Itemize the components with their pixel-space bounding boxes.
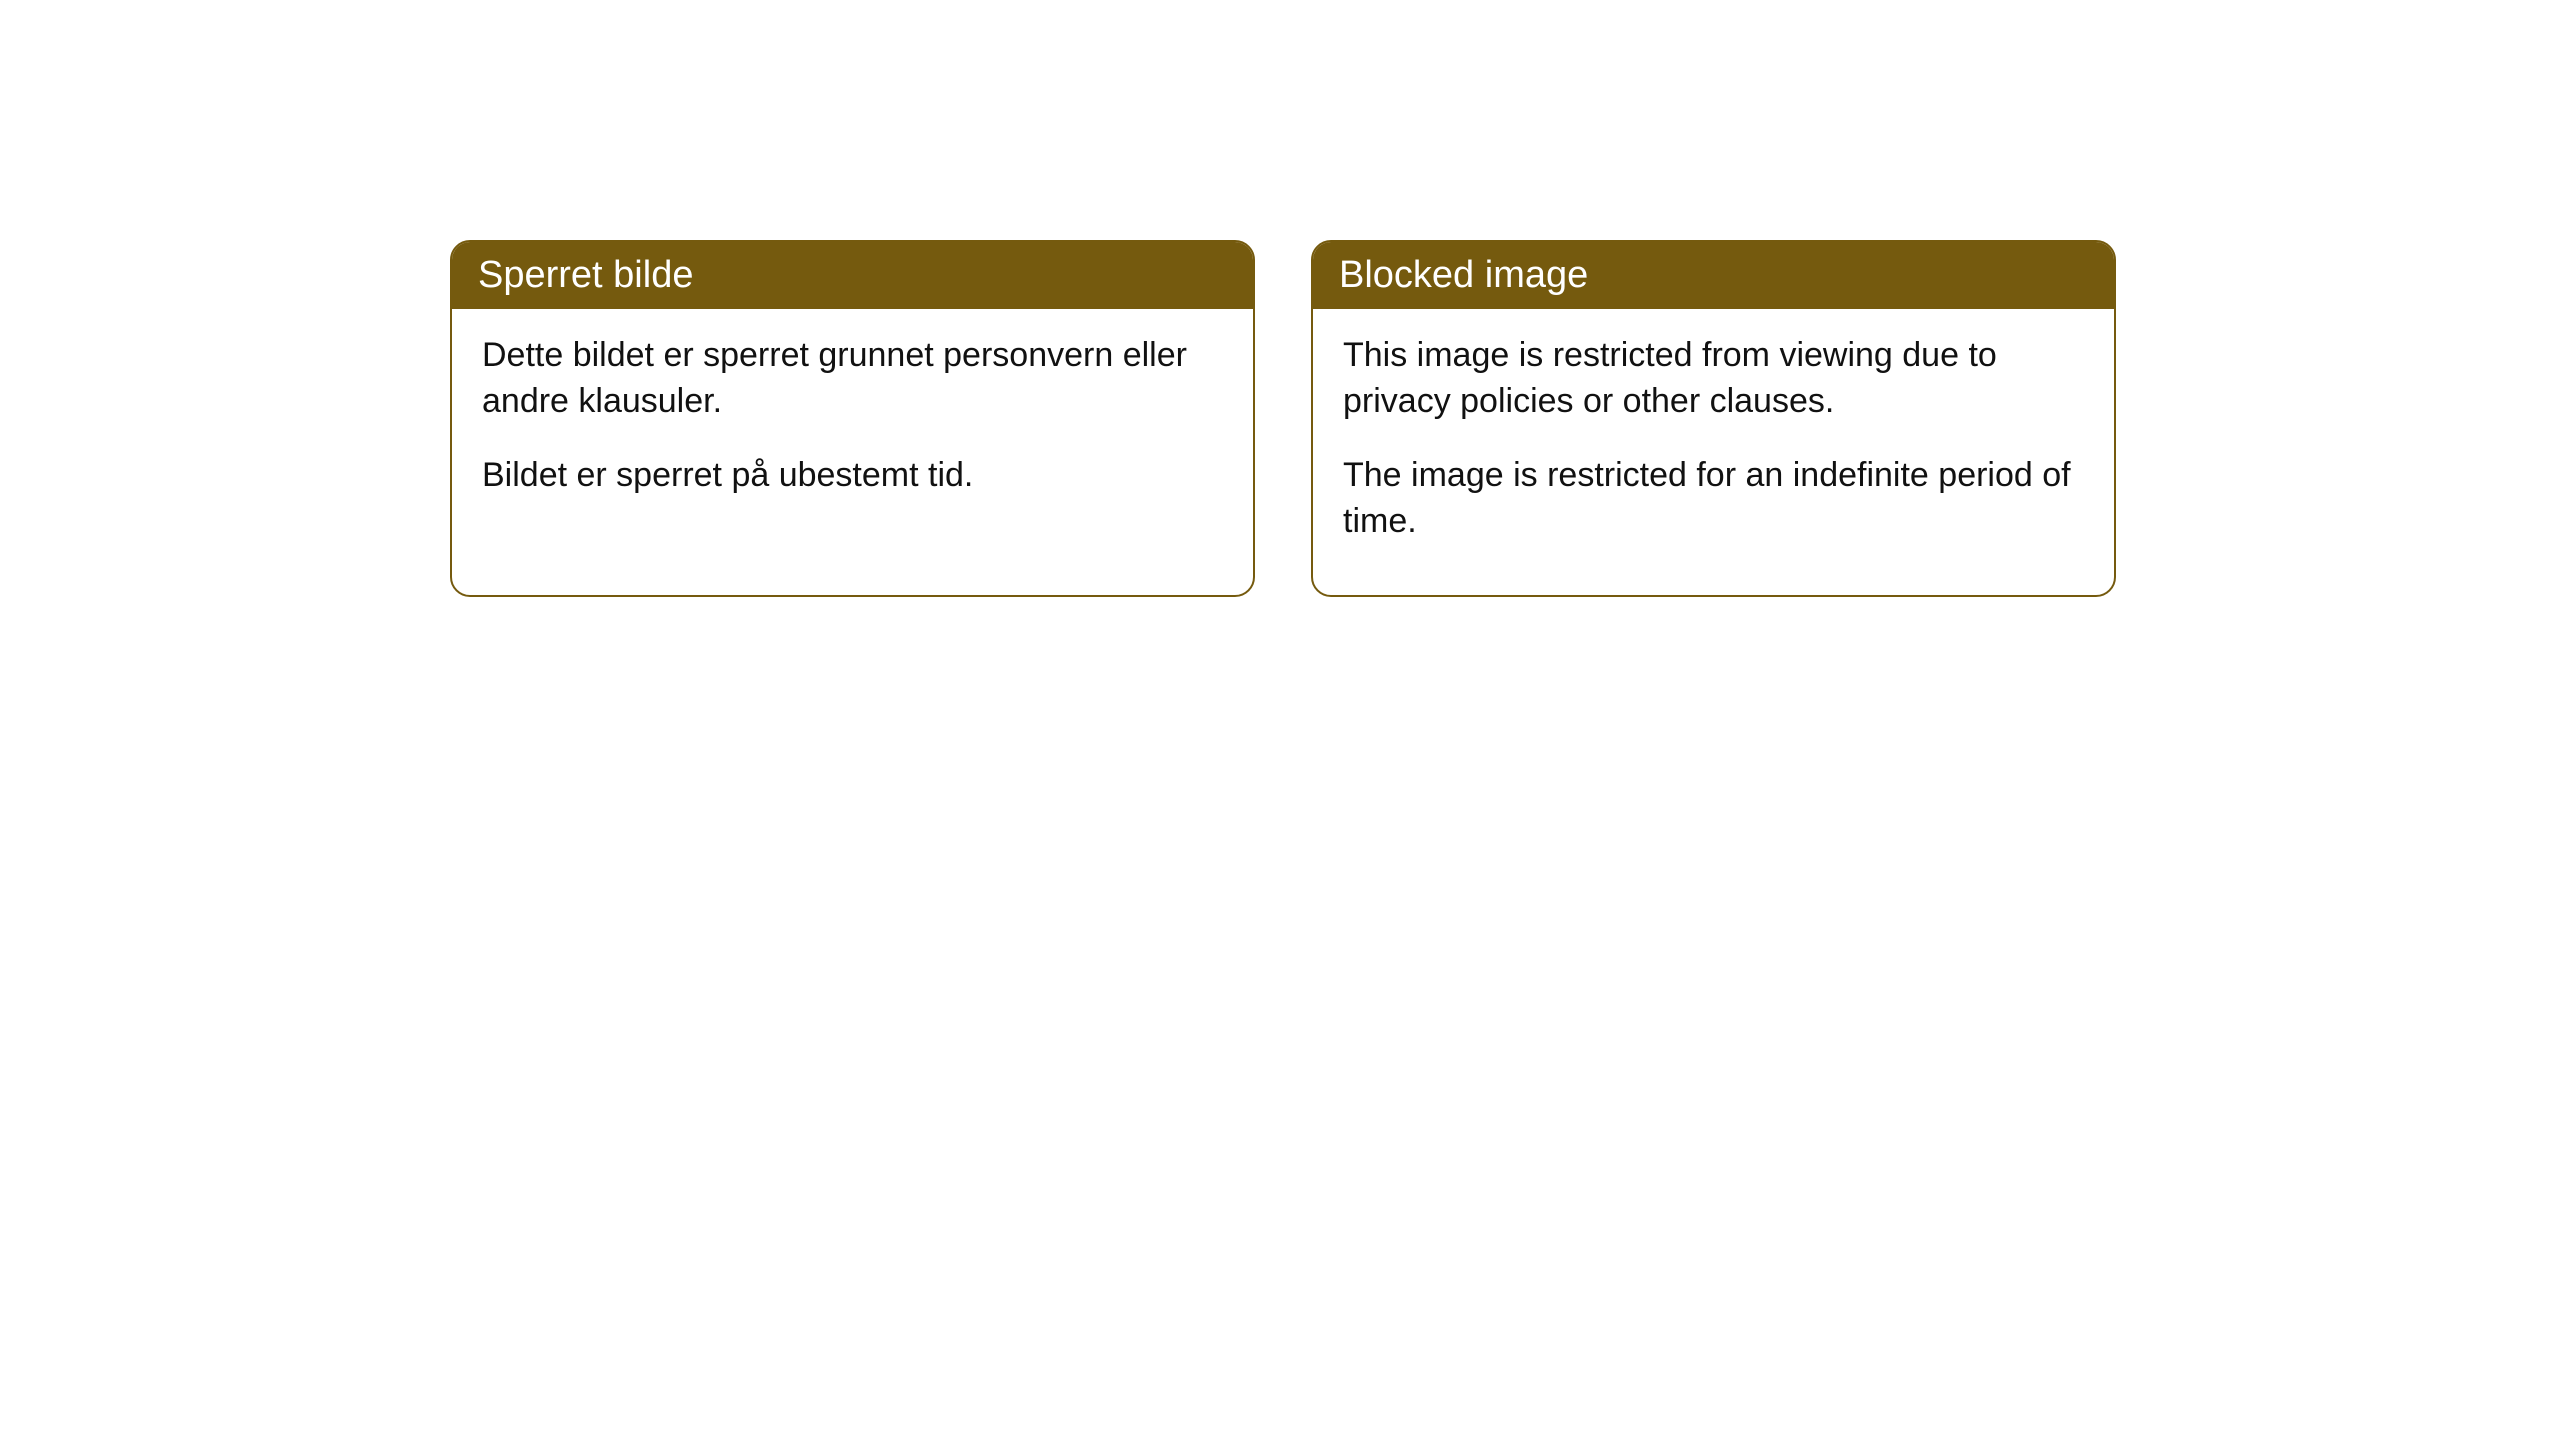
notice-container: Sperret bilde Dette bildet er sperret gr… [0, 0, 2560, 597]
card-header-english: Blocked image [1313, 242, 2114, 309]
card-paragraph-1: Dette bildet er sperret grunnet personve… [482, 333, 1223, 425]
card-title: Sperret bilde [478, 254, 693, 296]
card-paragraph-2: Bildet er sperret på ubestemt tid. [482, 453, 1223, 499]
card-title: Blocked image [1339, 254, 1588, 296]
card-paragraph-2: The image is restricted for an indefinit… [1343, 453, 2084, 545]
card-paragraph-1: This image is restricted from viewing du… [1343, 333, 2084, 425]
blocked-image-card-norwegian: Sperret bilde Dette bildet er sperret gr… [450, 240, 1255, 597]
card-header-norwegian: Sperret bilde [452, 242, 1253, 309]
card-body-english: This image is restricted from viewing du… [1313, 309, 2114, 595]
blocked-image-card-english: Blocked image This image is restricted f… [1311, 240, 2116, 597]
card-body-norwegian: Dette bildet er sperret grunnet personve… [452, 309, 1253, 549]
